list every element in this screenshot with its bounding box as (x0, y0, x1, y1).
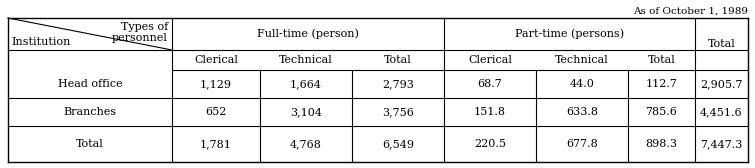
Text: Institution: Institution (11, 37, 70, 47)
Text: 2,905.7: 2,905.7 (700, 79, 743, 89)
Text: As of October 1, 1989: As of October 1, 1989 (633, 7, 748, 16)
Text: personnel: personnel (112, 33, 168, 43)
Text: 633.8: 633.8 (566, 107, 598, 117)
Text: 652: 652 (205, 107, 226, 117)
Text: 1,664: 1,664 (290, 79, 322, 89)
Text: Types of: Types of (121, 22, 168, 32)
Text: Head office: Head office (57, 79, 122, 89)
Text: 4,451.6: 4,451.6 (700, 107, 743, 117)
Text: Total: Total (76, 139, 104, 149)
Text: Technical: Technical (555, 55, 609, 65)
Text: 112.7: 112.7 (646, 79, 677, 89)
Text: 1,781: 1,781 (200, 139, 232, 149)
Text: 785.6: 785.6 (646, 107, 677, 117)
Text: 151.8: 151.8 (474, 107, 506, 117)
Text: 68.7: 68.7 (478, 79, 502, 89)
Text: Branches: Branches (63, 107, 116, 117)
Text: 3,104: 3,104 (290, 107, 322, 117)
Text: Total: Total (384, 55, 412, 65)
Text: 7,447.3: 7,447.3 (701, 139, 743, 149)
Text: Total: Total (707, 39, 735, 49)
Text: Full-time (person): Full-time (person) (257, 29, 359, 39)
Text: 4,768: 4,768 (290, 139, 322, 149)
Text: Clerical: Clerical (468, 55, 512, 65)
Text: 44.0: 44.0 (569, 79, 594, 89)
Text: 2,793: 2,793 (382, 79, 414, 89)
Text: 677.8: 677.8 (566, 139, 598, 149)
Text: Technical: Technical (279, 55, 333, 65)
Text: Total: Total (648, 55, 676, 65)
Text: 1,129: 1,129 (200, 79, 232, 89)
Text: 3,756: 3,756 (382, 107, 414, 117)
Text: 220.5: 220.5 (474, 139, 506, 149)
Text: Clerical: Clerical (194, 55, 238, 65)
Text: 898.3: 898.3 (646, 139, 677, 149)
Text: 6,549: 6,549 (382, 139, 414, 149)
Text: Part-time (persons): Part-time (persons) (515, 29, 624, 39)
